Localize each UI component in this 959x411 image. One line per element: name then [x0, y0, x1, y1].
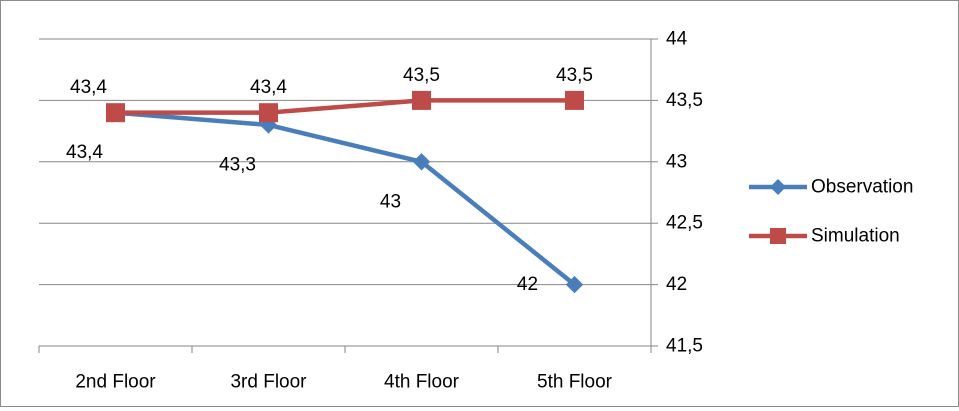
y-tick-label: 43,5: [666, 90, 703, 111]
y-tick-label: 42,5: [666, 213, 703, 234]
legend-label: Observation: [811, 177, 913, 198]
data-point-square: [565, 90, 584, 110]
data-label-simulation: 43,5: [556, 65, 593, 86]
data-point-square: [106, 103, 125, 123]
data-point-square: [259, 103, 278, 123]
data-label-observation: 42: [517, 274, 538, 295]
data-point-diamond: [565, 275, 584, 294]
x-tick-label: 2nd Floor: [75, 372, 156, 393]
data-label-observation: 43,3: [219, 154, 256, 175]
data-point-square: [412, 90, 431, 110]
y-tick-label: 41,5: [666, 336, 703, 357]
legend-label: Simulation: [811, 226, 900, 247]
x-tick-label: 3rd Floor: [230, 372, 307, 393]
series-line-simulation: [113, 98, 577, 115]
x-tick-label: 5th Floor: [537, 372, 613, 393]
y-tick-label: 43: [666, 151, 687, 172]
legend-marker-diamond: [770, 179, 786, 195]
data-label-simulation: 43,4: [250, 77, 287, 98]
series-line-observation: [113, 110, 577, 287]
y-tick-label: 42: [666, 274, 687, 295]
y-tick-label: 44: [666, 29, 688, 50]
data-label-simulation: 43,4: [70, 77, 107, 98]
data-label-simulation: 43,5: [403, 65, 440, 86]
legend-marker-square: [770, 228, 786, 244]
x-tick-label: 4th Floor: [384, 372, 460, 393]
data-label-observation: 43: [380, 191, 401, 212]
data-point-diamond: [412, 153, 431, 171]
data-label-observation: 43,4: [66, 142, 103, 163]
